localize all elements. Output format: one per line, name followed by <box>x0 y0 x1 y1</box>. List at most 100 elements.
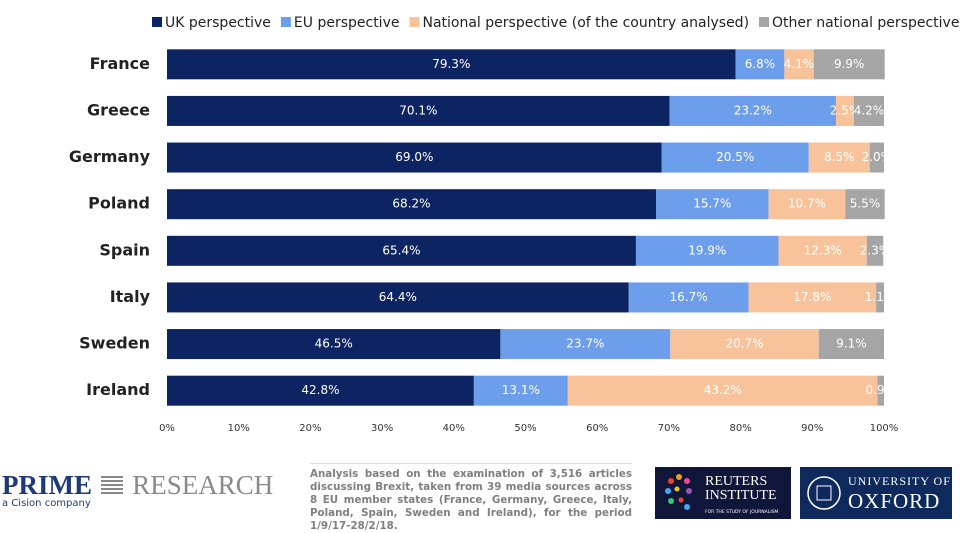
y-tick-label: France <box>90 54 150 73</box>
x-tick-label: 80% <box>729 423 751 434</box>
value-label: 42.8% <box>301 383 339 397</box>
bar-segment <box>813 49 885 80</box>
bar-segment <box>876 282 884 313</box>
x-tick-label: 100% <box>870 423 899 434</box>
value-label: 65.4% <box>382 243 420 257</box>
bar-segment <box>567 375 878 406</box>
legend-label: EU perspective <box>294 15 400 31</box>
analysis-note: Analysis based on the examination of 3,5… <box>310 463 632 533</box>
prime: PRIME <box>2 470 92 500</box>
value-label: 5.5% <box>850 197 881 211</box>
value-label: 70.1% <box>399 103 437 117</box>
bar-segment <box>661 142 809 173</box>
x-tick-label: 50% <box>514 423 536 434</box>
x-tick-label: 90% <box>801 423 823 434</box>
y-tick-label: Ireland <box>86 380 150 399</box>
legend-swatch <box>280 17 291 27</box>
research: RESEARCH <box>132 470 274 500</box>
value-label: 64.4% <box>379 290 417 304</box>
value-label: 13.1% <box>502 383 540 397</box>
oxford-logo: UNIVERSITY OF OXFORD <box>800 467 952 519</box>
legend-label: UK perspective <box>165 15 271 31</box>
bar-segment <box>784 49 814 80</box>
y-tick-label: Sweden <box>79 334 150 353</box>
value-label: 20.5% <box>716 150 754 164</box>
bar-segment <box>167 282 629 313</box>
bar-segment <box>167 49 736 80</box>
legend-swatch <box>409 17 420 27</box>
value-label: 43.2% <box>704 383 742 397</box>
bar-segment <box>768 189 846 220</box>
y-tick-label: Italy <box>110 287 151 306</box>
bar-segment <box>167 235 636 266</box>
y-tick-label: Greece <box>87 100 150 119</box>
value-label: 9.1% <box>836 337 867 351</box>
bar-segment <box>655 189 769 220</box>
value-label: 68.2% <box>392 197 430 211</box>
reuters-dots <box>665 474 692 510</box>
chart: UK perspective EU perspective National per… <box>69 15 960 434</box>
bar-segment <box>167 95 670 126</box>
value-label: 12.3% <box>804 243 842 257</box>
value-label: 1.1% <box>865 290 896 304</box>
bar-segment <box>635 235 779 266</box>
value-label: 0.9% <box>866 383 897 397</box>
y-tick-label: Germany <box>69 147 151 166</box>
value-label: 46.5% <box>315 337 353 351</box>
bar-segment <box>500 329 671 360</box>
value-label: 4.1% <box>784 57 815 71</box>
bar-segment <box>853 95 884 126</box>
y-tick-label: Poland <box>88 194 150 213</box>
bar-segment <box>473 375 568 406</box>
bar-segment <box>835 95 854 126</box>
value-label: 15.7% <box>693 197 731 211</box>
x-tick-label: 20% <box>299 423 321 434</box>
legend-swatch <box>759 17 770 27</box>
x-tick-label: 40% <box>443 423 465 434</box>
bar-segment <box>669 95 836 126</box>
bar-segment <box>818 329 884 360</box>
bar-segment <box>735 49 785 80</box>
legend-label: National perspective (of the country ana… <box>422 15 749 31</box>
value-label: 20.7% <box>725 337 763 351</box>
bar-segment <box>877 375 884 406</box>
value-label: 10.7% <box>788 197 826 211</box>
legend-label: Other national perspective <box>772 15 959 31</box>
legend-swatch <box>152 17 162 27</box>
journalism: FOR THE STUDY OF JOURNALISM <box>705 510 779 515</box>
value-label: 8.5% <box>824 150 855 164</box>
bar-segment <box>869 142 884 173</box>
oxford-crest <box>807 476 841 510</box>
oxford: OXFORD <box>848 489 941 513</box>
value-label: 19.9% <box>688 243 726 257</box>
value-label: 9.9% <box>834 57 865 71</box>
value-label: 16.7% <box>670 290 708 304</box>
bar-segment <box>808 142 870 173</box>
value-label: 23.7% <box>566 337 604 351</box>
x-tick-label: 0% <box>159 423 175 434</box>
bar-segment <box>167 375 474 406</box>
x-tick-label: 30% <box>371 423 393 434</box>
value-label: 17.8% <box>793 290 831 304</box>
bar-segment <box>866 235 884 266</box>
bar-segment <box>845 189 885 220</box>
logo-icon <box>101 476 124 494</box>
x-tick-label: 10% <box>228 423 250 434</box>
value-label: 2.3% <box>860 243 891 257</box>
university: UNIVERSITY OF <box>848 474 951 488</box>
bar-segment <box>748 282 877 313</box>
value-label: 6.8% <box>745 57 776 71</box>
reuters-logo: REUTERS INSTITUTE FOR THE STUDY OF JOURN… <box>655 467 791 519</box>
institute: INSTITUTE <box>705 488 777 503</box>
cision: a Cision company <box>2 498 91 509</box>
value-label: 79.3% <box>432 57 470 71</box>
value-label: 69.0% <box>395 150 433 164</box>
x-tick-label: 60% <box>586 423 608 434</box>
bar-segment <box>167 142 662 173</box>
value-label: 4.2% <box>854 103 885 117</box>
value-label: 2.0% <box>862 150 893 164</box>
reuters: REUTERS <box>705 474 768 489</box>
bar-segment <box>167 329 501 360</box>
value-label: 23.2% <box>734 103 772 117</box>
